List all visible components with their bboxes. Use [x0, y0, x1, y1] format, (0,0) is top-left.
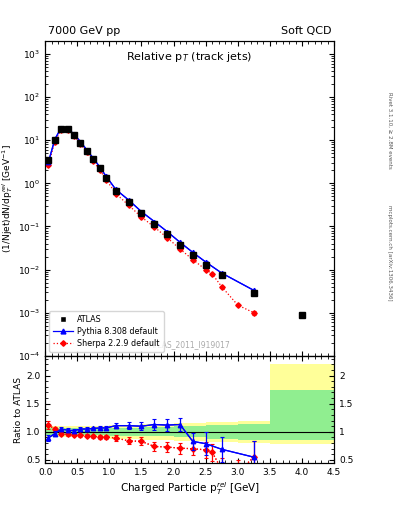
Text: mcplots.cern.ch [arXiv:1306.3436]: mcplots.cern.ch [arXiv:1306.3436]	[387, 205, 392, 301]
Y-axis label: Ratio to ATLAS: Ratio to ATLAS	[14, 377, 23, 442]
Text: Rivet 3.1.10, ≥ 2.8M events: Rivet 3.1.10, ≥ 2.8M events	[387, 92, 392, 169]
Text: 7000 GeV pp: 7000 GeV pp	[48, 26, 120, 36]
Legend: ATLAS, Pythia 8.308 default, Sherpa 2.2.9 default: ATLAS, Pythia 8.308 default, Sherpa 2.2.…	[49, 311, 164, 352]
Text: Soft QCD: Soft QCD	[281, 26, 331, 36]
Text: ATLAS_2011_I919017: ATLAS_2011_I919017	[149, 340, 231, 350]
Text: Relative p$_{T}$ (track jets): Relative p$_{T}$ (track jets)	[127, 50, 253, 65]
X-axis label: Charged Particle p$_{T}^{rel}$ [GeV]: Charged Particle p$_{T}^{rel}$ [GeV]	[119, 480, 260, 497]
Y-axis label: (1/Njet)dN/dp$_{T}^{rel}$ [GeV$^{-1}$]: (1/Njet)dN/dp$_{T}^{rel}$ [GeV$^{-1}$]	[0, 144, 15, 253]
